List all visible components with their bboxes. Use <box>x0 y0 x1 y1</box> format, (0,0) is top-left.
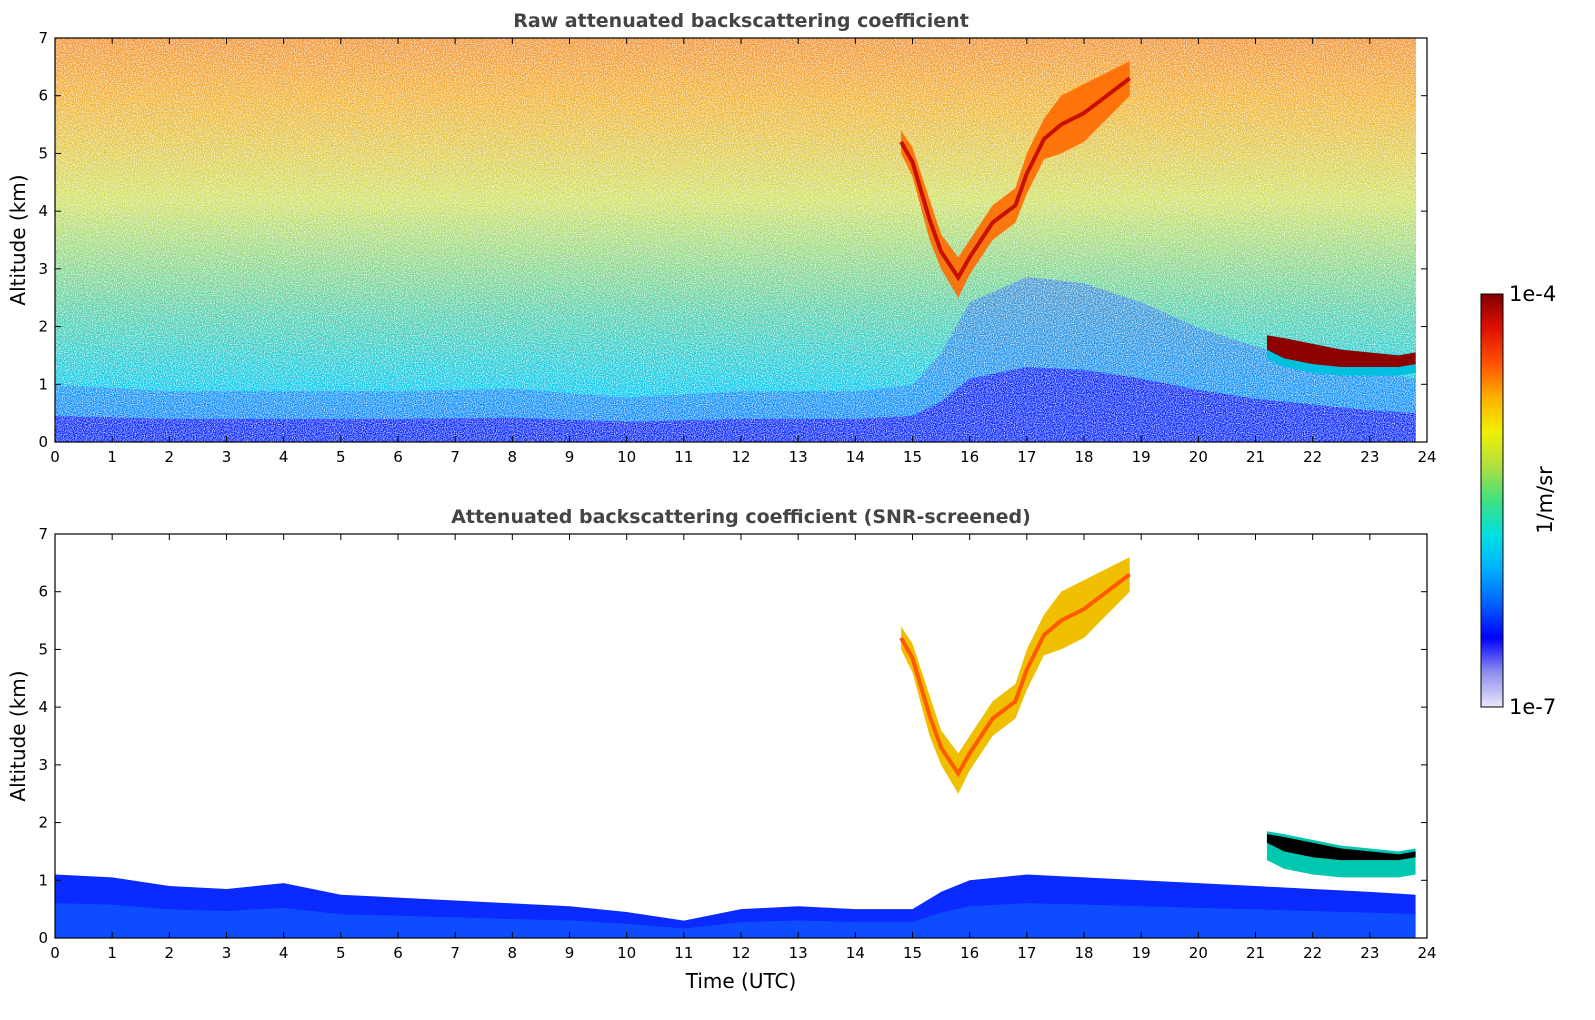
x-tick-label: 22 <box>1303 944 1322 962</box>
x-tick-label: 20 <box>1189 448 1208 466</box>
y-tick-label: 3 <box>38 260 48 278</box>
x-tick-label: 18 <box>1074 944 1093 962</box>
y-tick-label: 6 <box>38 87 48 105</box>
screened-cirrus-core <box>899 572 1131 778</box>
x-tick-label: 7 <box>450 944 460 962</box>
x-tick-label: 1 <box>107 448 117 466</box>
x-tick-label: 19 <box>1132 944 1151 962</box>
x-tick-label: 22 <box>1303 448 1322 466</box>
x-tick-label: 13 <box>789 944 808 962</box>
x-tick-label: 6 <box>393 448 403 466</box>
colorbar-min-label: 1e-7 <box>1509 695 1556 719</box>
panel-raw: Raw attenuated backscattering coefficien… <box>6 10 1437 466</box>
y-tick-label: 7 <box>38 29 48 47</box>
x-tick-label: 0 <box>50 944 60 962</box>
x-tick-label: 20 <box>1189 944 1208 962</box>
raw-low-cloud <box>1266 335 1416 367</box>
colorbar-unit-label: 1/m/sr <box>1533 466 1557 534</box>
x-tick-label: 12 <box>731 448 750 466</box>
x-tick-label: 16 <box>960 944 979 962</box>
y-tick-label: 5 <box>38 144 48 162</box>
y-axis-label-raw: Altitude (km) <box>6 174 30 305</box>
x-tick-label: 2 <box>165 448 175 466</box>
panel-screened: Attenuated backscattering coefficient (S… <box>6 506 1437 993</box>
y-tick-label: 6 <box>38 583 48 601</box>
y-axis-label-screened: Altitude (km) <box>6 670 30 801</box>
x-tick-label: 15 <box>903 944 922 962</box>
y-tick-label: 4 <box>38 698 48 716</box>
x-tick-label: 4 <box>279 448 289 466</box>
raw-noise-overlay <box>55 38 1416 442</box>
x-tick-label: 11 <box>674 944 693 962</box>
x-tick-label: 24 <box>1417 448 1436 466</box>
x-tick-label: 18 <box>1074 448 1093 466</box>
x-axis-label: Time (UTC) <box>685 969 797 993</box>
x-tick-label: 1 <box>107 944 117 962</box>
screened-low-cloud-core <box>1266 834 1416 861</box>
x-tick-label: 19 <box>1132 448 1151 466</box>
x-tick-label: 13 <box>789 448 808 466</box>
screened-cirrus-cloud <box>901 557 1130 794</box>
x-tick-label: 8 <box>508 944 518 962</box>
x-tick-label: 15 <box>903 448 922 466</box>
y-tick-label: 7 <box>38 525 48 543</box>
x-tick-label: 23 <box>1360 448 1379 466</box>
x-tick-label: 11 <box>674 448 693 466</box>
x-tick-label: 17 <box>1017 944 1036 962</box>
x-tick-label: 23 <box>1360 944 1379 962</box>
screened-aerosol-core <box>55 903 1416 938</box>
x-tick-label: 16 <box>960 448 979 466</box>
x-tick-label: 5 <box>336 448 346 466</box>
x-tick-label: 0 <box>50 448 60 466</box>
x-tick-label: 6 <box>393 944 403 962</box>
plot-frame-screened <box>54 533 1428 939</box>
y-tick-label: 2 <box>38 814 48 832</box>
chart-title-screened: Attenuated backscattering coefficient (S… <box>451 506 1031 528</box>
x-tick-label: 5 <box>336 944 346 962</box>
y-tick-label: 0 <box>38 929 48 947</box>
y-tick-label: 4 <box>38 202 48 220</box>
x-tick-label: 12 <box>731 944 750 962</box>
axis-ticks-raw: 0 1 2 3 4 5 6 7 8 9 10 11 12 13 14 15 16 17 18 19 20 21 22 23 24… <box>38 29 1436 466</box>
x-tick-label: 3 <box>222 944 232 962</box>
x-tick-label: 8 <box>508 448 518 466</box>
x-tick-label: 21 <box>1246 448 1265 466</box>
y-tick-label: 1 <box>38 871 48 889</box>
colorbar: 1e-4 1e-7 1/m/sr <box>1480 282 1557 719</box>
x-tick-label: 9 <box>565 944 575 962</box>
x-tick-label: 10 <box>617 944 636 962</box>
x-tick-label: 10 <box>617 448 636 466</box>
raw-cirrus-core <box>899 76 1131 282</box>
colorbar-max-label: 1e-4 <box>1509 282 1556 306</box>
y-tick-label: 5 <box>38 640 48 658</box>
x-tick-label: 7 <box>450 448 460 466</box>
x-tick-label: 21 <box>1246 944 1265 962</box>
x-tick-label: 2 <box>165 944 175 962</box>
x-tick-label: 17 <box>1017 448 1036 466</box>
chart-title-raw: Raw attenuated backscattering coefficien… <box>513 10 969 32</box>
x-tick-label: 14 <box>846 944 865 962</box>
colorbar-gradient <box>1480 293 1504 708</box>
y-tick-label: 2 <box>38 318 48 336</box>
x-tick-label: 3 <box>222 448 232 466</box>
y-tick-label: 0 <box>38 433 48 451</box>
x-tick-label: 4 <box>279 944 289 962</box>
raw-no-data-strip <box>1416 38 1427 442</box>
x-tick-label: 9 <box>565 448 575 466</box>
x-tick-label: 24 <box>1417 944 1436 962</box>
y-tick-label: 3 <box>38 756 48 774</box>
axis-ticks-screened: 0 1 2 3 4 5 6 7 8 9 10 11 12 13 14 15 16 17 18 19 20 21 22 23 24… <box>38 525 1436 962</box>
y-tick-label: 1 <box>38 375 48 393</box>
x-tick-label: 14 <box>846 448 865 466</box>
